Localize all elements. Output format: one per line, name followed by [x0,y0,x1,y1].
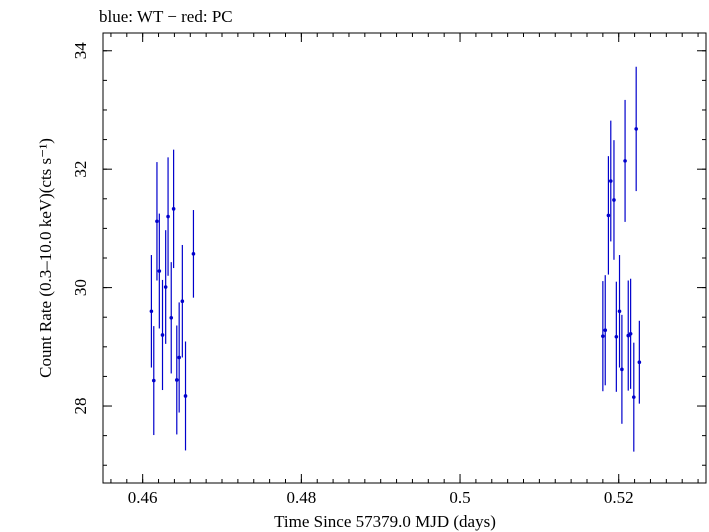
y-tick-label: 32 [71,161,90,178]
point-marker [620,367,624,372]
data-point [628,278,633,389]
data-point [155,162,159,281]
point-marker [191,252,196,256]
data-point [634,66,638,192]
point-marker [163,285,168,289]
point-marker [171,207,176,211]
point-marker [149,309,154,314]
data-point [614,281,619,392]
point-marker [180,299,185,304]
x-tick-label: 0.46 [128,488,158,507]
y-tick-label: 34 [71,42,90,60]
point-marker [612,198,616,202]
data-point [606,156,611,275]
point-marker [151,378,156,383]
point-marker [617,309,622,314]
point-marker [606,213,611,218]
data-point [149,255,154,368]
point-marker [601,334,605,338]
data-point [623,99,627,222]
data-point [617,255,622,368]
data-point [166,157,170,276]
data-point [631,342,636,452]
y-axis-ticks: 28 30 32 34 [71,42,706,466]
data-point [174,325,179,435]
data-point [601,281,605,392]
data-point [177,302,181,413]
data-point [191,210,196,298]
data-point [163,230,168,344]
data-point [183,341,188,451]
x-tick-label: 0.5 [449,488,470,507]
point-marker [183,394,188,398]
point-marker [169,316,174,320]
x-tick-label: 0.48 [286,488,316,507]
point-marker [637,360,642,365]
data-point [612,140,616,260]
data-point [608,120,613,242]
data-point [637,320,642,404]
y-tick-label: 30 [71,279,90,296]
x-tick-label: 0.52 [604,488,634,507]
point-marker [634,127,638,131]
point-marker [157,269,162,273]
data-point [171,149,176,269]
data-point [160,279,165,391]
point-marker [614,334,619,339]
data-points [149,66,642,452]
point-marker [631,395,636,399]
data-point [620,314,624,424]
data-point [603,275,608,386]
chart-title: blue: WT − red: PC [99,7,233,26]
point-marker [160,333,165,337]
point-marker [628,331,633,336]
data-point [151,326,156,436]
point-marker [166,214,170,219]
data-point [180,244,185,358]
x-axis-ticks: 0.46 0.48 0.5 0.52 [110,33,699,507]
data-point [169,262,174,374]
y-tick-label: 28 [71,398,90,415]
point-marker [174,378,179,382]
point-marker [608,179,613,183]
x-axis-label: Time Since 57379.0 MJD (days) [274,512,496,531]
y-axis-label: Count Rate (0.3–10.0 keV)(cts s⁻¹) [36,138,55,378]
point-marker [623,159,627,163]
point-marker [155,219,159,224]
point-marker [177,355,181,360]
point-marker [603,328,608,333]
data-point [626,280,631,391]
data-point [157,213,162,329]
